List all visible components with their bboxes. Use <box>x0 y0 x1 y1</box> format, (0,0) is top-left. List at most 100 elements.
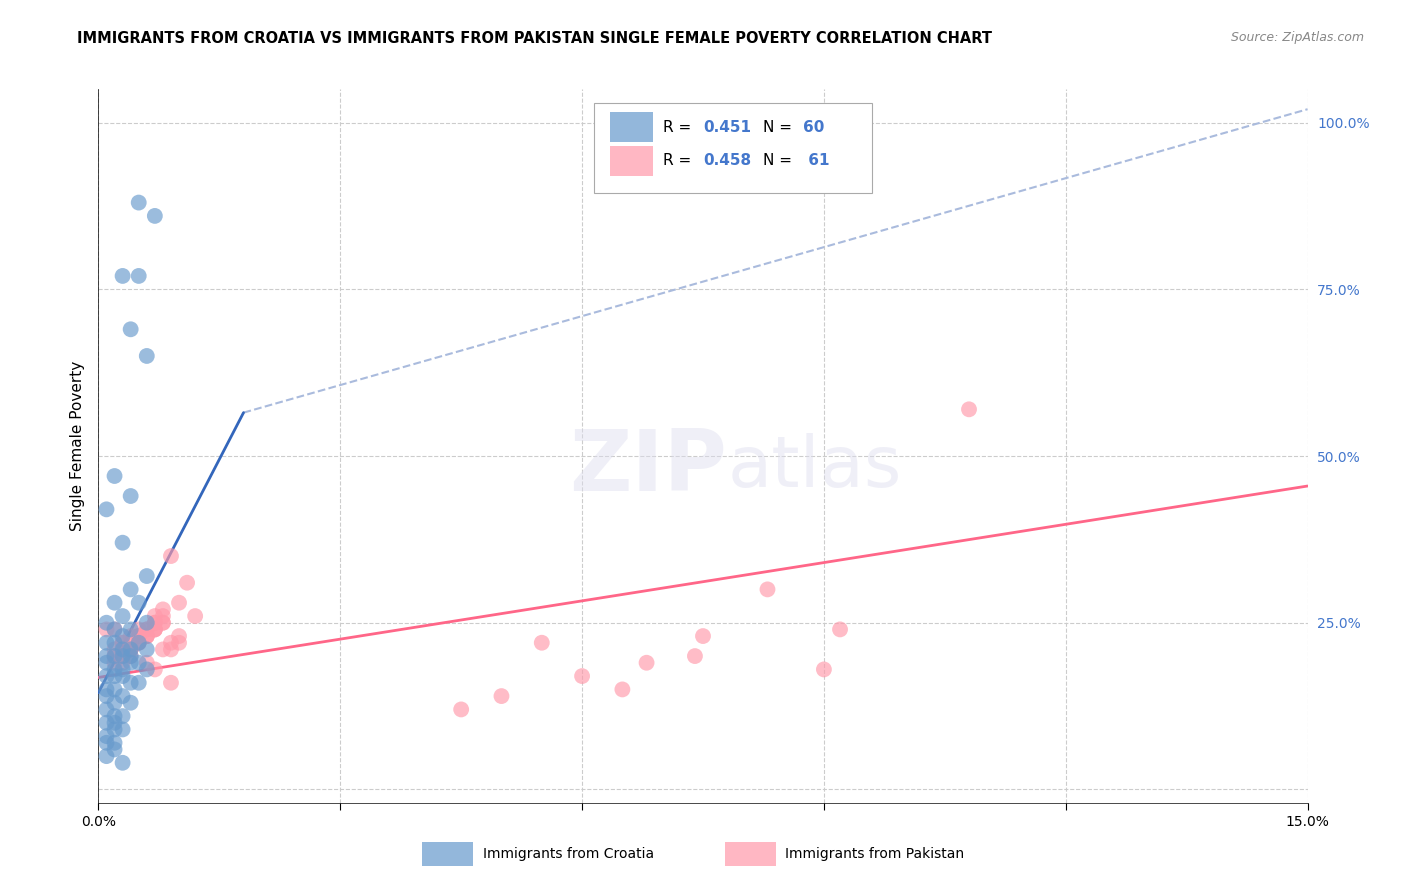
Point <box>612 682 634 697</box>
Point <box>143 623 166 637</box>
Text: N =: N = <box>763 120 797 135</box>
Point <box>96 615 118 630</box>
Point <box>120 642 142 657</box>
Text: 0.458: 0.458 <box>703 153 751 168</box>
Point <box>120 322 142 336</box>
Point <box>120 642 142 657</box>
Point <box>96 736 118 750</box>
Point <box>111 689 134 703</box>
Point <box>152 602 174 616</box>
Point <box>128 629 150 643</box>
Text: N =: N = <box>763 153 797 168</box>
Point <box>135 623 157 637</box>
Point <box>160 549 183 563</box>
Point <box>128 636 150 650</box>
Point <box>813 662 835 676</box>
Point <box>176 575 198 590</box>
Text: Source: ZipAtlas.com: Source: ZipAtlas.com <box>1230 31 1364 45</box>
Point <box>111 636 134 650</box>
Point <box>128 636 150 650</box>
Point <box>167 636 190 650</box>
Point <box>120 489 142 503</box>
Point <box>96 682 118 697</box>
Point <box>120 656 142 670</box>
Point <box>120 642 142 657</box>
Point <box>128 195 150 210</box>
Point <box>103 649 125 664</box>
Point <box>120 636 142 650</box>
Point <box>450 702 472 716</box>
Point <box>120 582 142 597</box>
Point <box>128 268 150 283</box>
Point <box>143 209 166 223</box>
Point <box>135 615 157 630</box>
Point <box>167 596 190 610</box>
Point <box>184 609 207 624</box>
Point <box>96 729 118 743</box>
Point <box>152 615 174 630</box>
Point <box>103 715 125 730</box>
Point <box>103 662 125 676</box>
Point <box>111 629 134 643</box>
Point <box>103 696 125 710</box>
Point <box>530 636 553 650</box>
Text: Immigrants from Croatia: Immigrants from Croatia <box>482 847 654 861</box>
Point <box>111 649 134 664</box>
Text: 0.451: 0.451 <box>703 120 751 135</box>
Point <box>103 669 125 683</box>
Point <box>111 709 134 723</box>
Point <box>96 669 118 683</box>
Point <box>128 656 150 670</box>
Point <box>96 656 118 670</box>
Point <box>160 642 183 657</box>
Y-axis label: Single Female Poverty: Single Female Poverty <box>69 361 84 531</box>
Point <box>756 582 779 597</box>
Point <box>111 268 134 283</box>
Point <box>103 623 125 637</box>
Text: Immigrants from Pakistan: Immigrants from Pakistan <box>785 847 965 861</box>
Point <box>96 689 118 703</box>
Text: IMMIGRANTS FROM CROATIA VS IMMIGRANTS FROM PAKISTAN SINGLE FEMALE POVERTY CORREL: IMMIGRANTS FROM CROATIA VS IMMIGRANTS FR… <box>77 31 993 46</box>
Point <box>135 656 157 670</box>
Point <box>111 636 134 650</box>
Point <box>120 675 142 690</box>
Point <box>103 596 125 610</box>
Point <box>120 642 142 657</box>
Point <box>111 609 134 624</box>
FancyBboxPatch shape <box>595 103 872 193</box>
Point <box>111 642 134 657</box>
Point <box>135 623 157 637</box>
Point <box>103 682 125 697</box>
Point <box>103 649 125 664</box>
Point <box>683 649 706 664</box>
Text: atlas: atlas <box>727 433 901 502</box>
Point <box>128 675 150 690</box>
Point <box>103 736 125 750</box>
Point <box>135 629 157 643</box>
Point <box>96 623 118 637</box>
Point <box>135 349 157 363</box>
Point <box>103 642 125 657</box>
Point <box>120 649 142 664</box>
Point <box>135 629 157 643</box>
Point <box>152 609 174 624</box>
Point <box>167 629 190 643</box>
Point <box>143 609 166 624</box>
Point <box>120 649 142 664</box>
Point <box>111 756 134 770</box>
Text: R =: R = <box>664 120 696 135</box>
Point <box>128 629 150 643</box>
Point <box>111 669 134 683</box>
Point <box>135 662 157 676</box>
Point <box>135 629 157 643</box>
Point <box>143 615 166 630</box>
Point <box>111 649 134 664</box>
FancyBboxPatch shape <box>724 842 776 866</box>
Point <box>96 715 118 730</box>
FancyBboxPatch shape <box>610 145 654 176</box>
Point <box>120 629 142 643</box>
Point <box>96 649 118 664</box>
Point <box>128 623 150 637</box>
Point <box>143 623 166 637</box>
Point <box>160 675 183 690</box>
